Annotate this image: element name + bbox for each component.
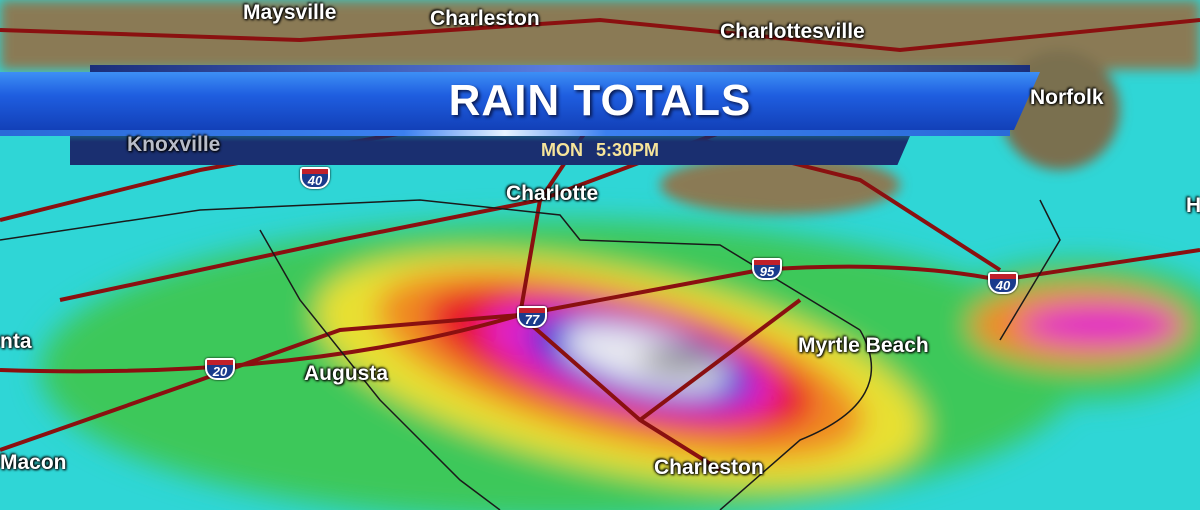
interstate-shield-40-west: 40	[300, 167, 330, 189]
city-label-charleston-wv: Charleston	[430, 7, 540, 30]
banner-timestamp: MON 5:30PM	[540, 140, 660, 160]
city-label-atlanta-partial: nta	[0, 330, 32, 353]
city-label-knoxville: Knoxville	[127, 133, 221, 156]
interstate-shield-20: 20	[205, 358, 235, 380]
city-label-hatteras-partial: H	[1186, 194, 1200, 217]
city-label-charlotte: Charlotte	[506, 182, 599, 205]
city-label-myrtle-beach: Myrtle Beach	[798, 334, 929, 357]
city-label-maysville: Maysville	[243, 1, 337, 24]
dry-land-areas	[0, 0, 1200, 215]
state-borders	[0, 199, 1061, 510]
city-label-charleston-sc: Charleston	[654, 456, 764, 479]
interstate-shield-40-east: 40	[988, 272, 1018, 294]
interstate-shield-95: 95	[752, 258, 782, 280]
banner-title: RAIN TOTALS	[448, 76, 752, 125]
banner-main-bar	[0, 72, 1040, 130]
interstate-shield-77: 77	[517, 306, 547, 328]
banner-shine-line	[0, 130, 1010, 136]
city-label-charlottesville: Charlottesville	[720, 20, 865, 43]
banner-top-strip	[90, 65, 1030, 73]
city-label-macon: Macon	[0, 451, 67, 474]
city-label-augusta: Augusta	[304, 362, 388, 385]
banner-subtitle-bar	[70, 136, 910, 165]
title-banner: RAIN TOTALS MON 5:30PM	[0, 60, 1200, 170]
city-label-norfolk: Norfolk	[1030, 86, 1104, 109]
